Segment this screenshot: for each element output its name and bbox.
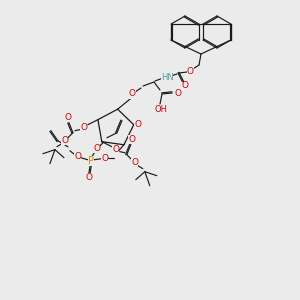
Text: O: O — [175, 88, 182, 98]
Text: O: O — [112, 145, 119, 154]
Text: OH: OH — [154, 104, 167, 113]
Text: O: O — [128, 135, 135, 144]
Text: O: O — [182, 82, 188, 91]
Text: O: O — [101, 154, 108, 163]
Text: P: P — [88, 156, 94, 166]
Text: O: O — [187, 67, 194, 76]
Text: O: O — [74, 152, 81, 161]
Text: O: O — [80, 123, 87, 132]
Text: O: O — [64, 113, 71, 122]
Text: O: O — [85, 173, 92, 182]
Text: O: O — [134, 120, 141, 129]
Text: O: O — [131, 158, 138, 167]
Text: HN: HN — [160, 73, 173, 82]
Text: O: O — [93, 144, 100, 153]
Text: O: O — [128, 89, 136, 98]
Text: O: O — [61, 136, 68, 145]
